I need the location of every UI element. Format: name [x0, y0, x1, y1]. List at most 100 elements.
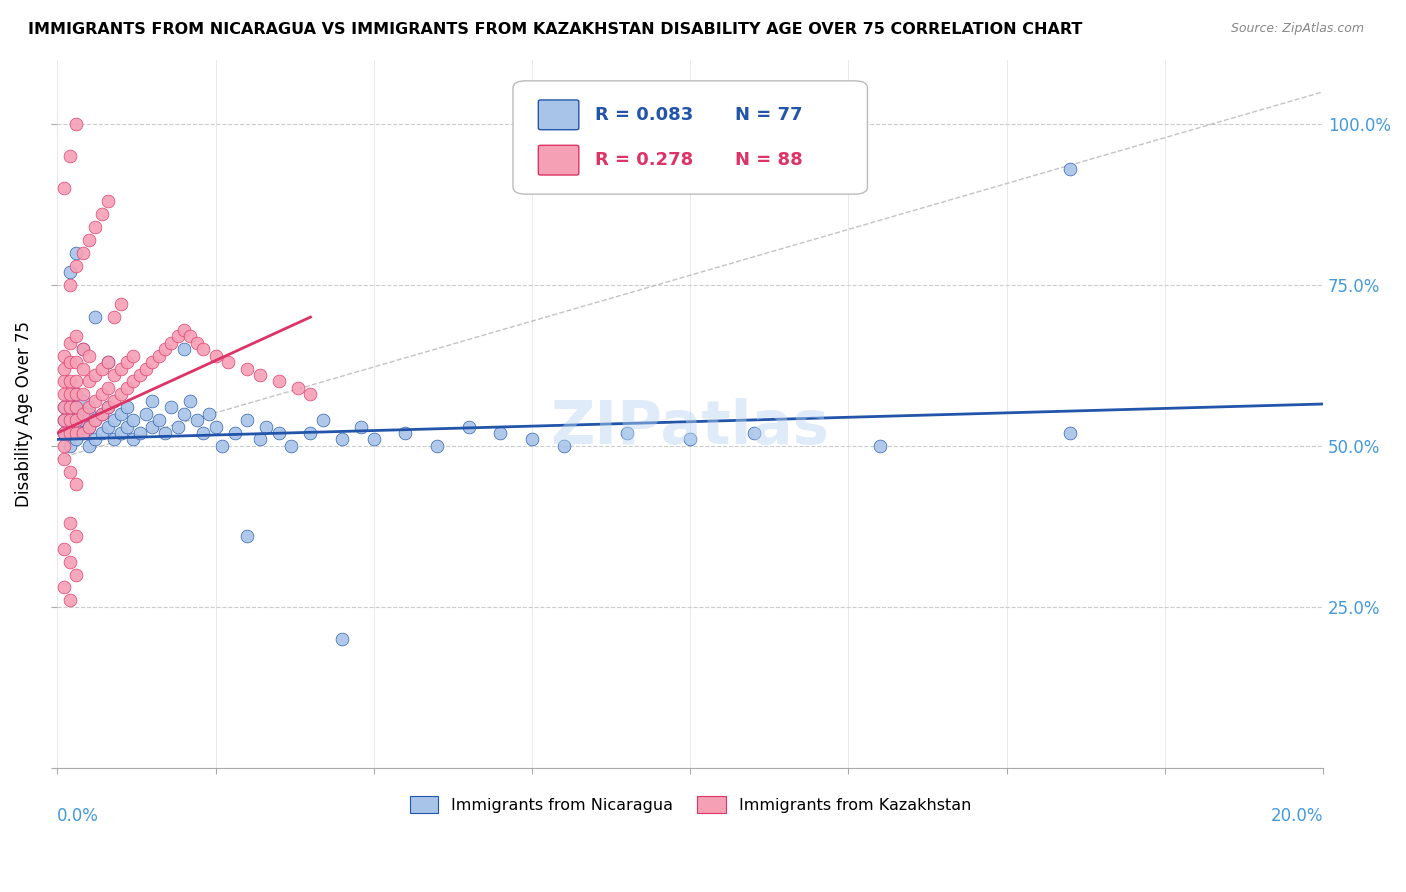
- Point: [59, 413, 82, 427]
- Point: [59, 425, 82, 440]
- Point: [616, 425, 638, 440]
- Point: [520, 433, 543, 447]
- Point: [65, 259, 87, 273]
- Point: [166, 419, 188, 434]
- Point: [52, 451, 75, 466]
- Point: [742, 425, 765, 440]
- Point: [553, 439, 575, 453]
- Point: [65, 375, 87, 389]
- Point: [224, 425, 246, 440]
- Point: [72, 387, 94, 401]
- Point: [236, 413, 259, 427]
- Point: [59, 593, 82, 607]
- Point: [236, 529, 259, 543]
- Point: [90, 361, 112, 376]
- Point: [115, 381, 138, 395]
- Point: [59, 355, 82, 369]
- Text: R = 0.083: R = 0.083: [595, 106, 693, 124]
- FancyBboxPatch shape: [538, 145, 579, 175]
- Point: [52, 361, 75, 376]
- Point: [77, 349, 100, 363]
- Point: [84, 219, 107, 234]
- Point: [869, 439, 891, 453]
- Point: [90, 387, 112, 401]
- Point: [489, 425, 512, 440]
- Point: [363, 433, 385, 447]
- Point: [97, 355, 120, 369]
- Point: [110, 297, 132, 311]
- Point: [110, 361, 132, 376]
- Point: [65, 329, 87, 343]
- Point: [103, 433, 125, 447]
- Point: [72, 245, 94, 260]
- Point: [299, 425, 322, 440]
- Point: [65, 477, 87, 491]
- Point: [148, 349, 170, 363]
- Point: [52, 413, 75, 427]
- Point: [198, 407, 221, 421]
- Point: [679, 433, 702, 447]
- Point: [59, 401, 82, 415]
- Point: [52, 425, 75, 440]
- Point: [179, 393, 201, 408]
- Point: [84, 433, 107, 447]
- Point: [97, 194, 120, 209]
- Point: [141, 419, 163, 434]
- Point: [77, 407, 100, 421]
- Point: [84, 413, 107, 427]
- Point: [59, 265, 82, 279]
- Point: [77, 375, 100, 389]
- Point: [254, 419, 277, 434]
- Point: [65, 401, 87, 415]
- Point: [122, 375, 145, 389]
- Point: [65, 387, 87, 401]
- Point: [72, 343, 94, 357]
- Point: [128, 368, 150, 382]
- Point: [166, 329, 188, 343]
- Point: [115, 419, 138, 434]
- Point: [97, 355, 120, 369]
- Point: [153, 425, 176, 440]
- Point: [141, 355, 163, 369]
- Point: [90, 407, 112, 421]
- Point: [59, 439, 82, 453]
- Point: [160, 335, 183, 350]
- Point: [59, 393, 82, 408]
- Point: [52, 401, 75, 415]
- Point: [135, 407, 157, 421]
- Point: [72, 413, 94, 427]
- Point: [72, 407, 94, 421]
- Point: [65, 425, 87, 440]
- Point: [77, 439, 100, 453]
- Point: [65, 419, 87, 434]
- Point: [173, 407, 195, 421]
- Point: [72, 425, 94, 440]
- Point: [173, 343, 195, 357]
- Point: [59, 555, 82, 569]
- Point: [72, 393, 94, 408]
- Point: [84, 393, 107, 408]
- Point: [90, 407, 112, 421]
- Point: [77, 401, 100, 415]
- Point: [59, 419, 82, 434]
- Point: [115, 401, 138, 415]
- Point: [65, 413, 87, 427]
- Point: [110, 387, 132, 401]
- Point: [84, 310, 107, 324]
- Point: [122, 349, 145, 363]
- Text: IMMIGRANTS FROM NICARAGUA VS IMMIGRANTS FROM KAZAKHSTAN DISABILITY AGE OVER 75 C: IMMIGRANTS FROM NICARAGUA VS IMMIGRANTS …: [28, 22, 1083, 37]
- Point: [84, 413, 107, 427]
- Point: [77, 419, 100, 434]
- Point: [135, 361, 157, 376]
- Point: [249, 433, 271, 447]
- Point: [249, 368, 271, 382]
- Point: [52, 581, 75, 595]
- Point: [330, 433, 353, 447]
- Point: [52, 349, 75, 363]
- Point: [97, 381, 120, 395]
- Text: 0.0%: 0.0%: [58, 806, 100, 824]
- FancyBboxPatch shape: [538, 100, 579, 129]
- Point: [52, 375, 75, 389]
- Point: [457, 419, 479, 434]
- Point: [90, 425, 112, 440]
